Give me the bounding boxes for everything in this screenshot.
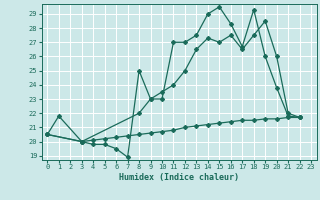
X-axis label: Humidex (Indice chaleur): Humidex (Indice chaleur) [119,173,239,182]
